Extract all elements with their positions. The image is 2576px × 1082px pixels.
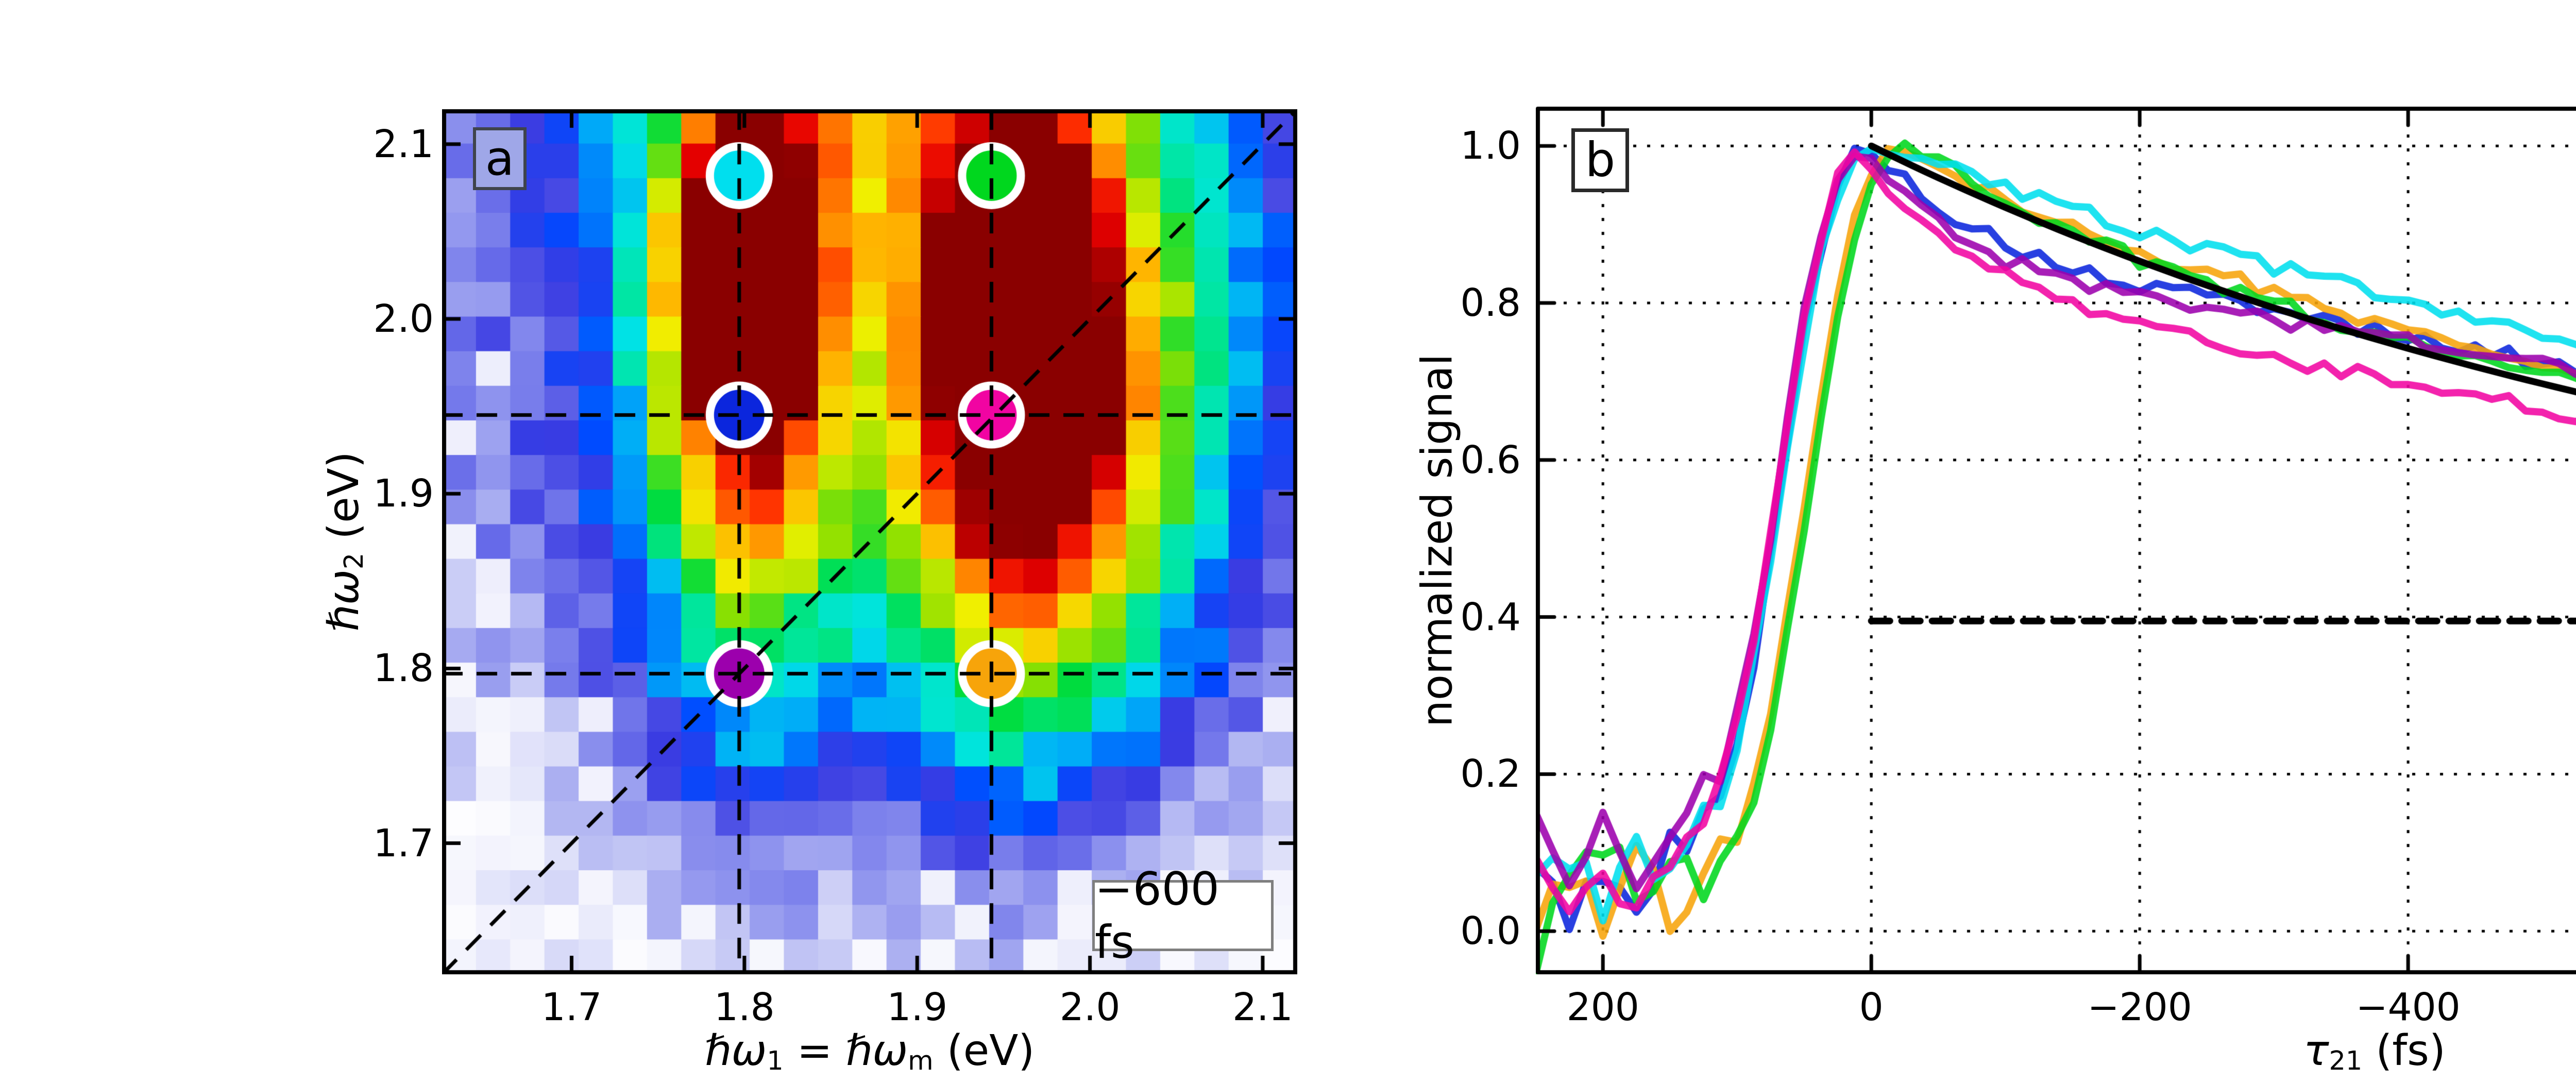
- panel-a-xlabel-unit: (eV): [933, 1026, 1035, 1075]
- panel-a-y-tick-1.9: 1.9: [373, 471, 434, 516]
- timestamp-label: −600 fs: [1095, 863, 1219, 969]
- panel-a-letter-box: a: [473, 127, 527, 190]
- panel-a-x-tick-1.8: 1.8: [714, 985, 775, 1029]
- panel-b-xlabel-unit: (fs): [2362, 1026, 2446, 1075]
- panel-a-y-axis-label: ℏω2 (eV): [319, 451, 369, 632]
- panel-b-xlabel-sub: 21: [2329, 1045, 2363, 1076]
- panel-a-x-tick-2.1: 2.1: [1232, 985, 1293, 1029]
- panel-b-xlabel-math: τ: [2303, 1026, 2329, 1075]
- panel-b-y-tick-0.6: 0.6: [1460, 437, 1521, 482]
- panel-a-xlabel-eq: =: [783, 1026, 846, 1075]
- panel-b-y-tick-0.8: 0.8: [1460, 280, 1521, 325]
- panel-a-y-tick-2.1: 2.1: [373, 122, 434, 166]
- panel-b-ylabel-text: normalized signal: [1413, 353, 1462, 728]
- panel-a-ylabel-math: ℏω: [319, 569, 368, 632]
- panel-a-y-tick-2.0: 2.0: [373, 297, 434, 342]
- panel-b-letter-box: b: [1571, 128, 1629, 192]
- panel-a-x-tick-1.9: 1.9: [887, 985, 948, 1029]
- panel-b-y-axis-label: normalized signal: [1413, 354, 1462, 727]
- panel-b-y-tick-0.0: 0.0: [1460, 909, 1521, 954]
- panel-b-letter: b: [1585, 132, 1616, 188]
- panel-a-y-tick-1.8: 1.8: [373, 646, 434, 691]
- panel-a-ylabel-unit: (eV): [319, 451, 368, 553]
- panel-a-ylabel-sub: 2: [338, 552, 369, 570]
- panel-a-xlabel-math2: ℏω: [845, 1026, 908, 1075]
- panel-a-y-tick-1.7: 1.7: [373, 821, 434, 866]
- panel-b-x-tick-−400: −400: [2355, 985, 2461, 1029]
- panel-a-plot-canvas: [442, 109, 1297, 974]
- panel-b-x-tick-200: 200: [1566, 985, 1639, 1029]
- panel-a-x-axis-label: ℏω1 = ℏωm (eV): [705, 1026, 1035, 1076]
- timestamp-annotation-box: −600 fs: [1092, 863, 1274, 969]
- panel-b-plot-canvas: [1536, 107, 2576, 974]
- panel-a-xlabel-sub1: 1: [767, 1045, 784, 1076]
- panel-b-x-tick-0: 0: [1859, 985, 1884, 1029]
- panel-b-y-tick-0.2: 0.2: [1460, 752, 1521, 797]
- panel-b-x-tick-−200: −200: [2087, 985, 2192, 1029]
- panel-a-xlabel-sub2: m: [908, 1045, 934, 1076]
- panel-b-y-tick-1.0: 1.0: [1460, 124, 1521, 168]
- panel-b-y-tick-0.4: 0.4: [1460, 595, 1521, 639]
- panel-a-x-tick-2.0: 2.0: [1059, 985, 1121, 1029]
- panel-a-x-tick-1.7: 1.7: [541, 985, 602, 1029]
- panel-a-xlabel-math1: ℏω: [704, 1026, 767, 1075]
- panel-b-x-axis-label: τ21 (fs): [2303, 1026, 2446, 1076]
- panel-a-letter: a: [485, 131, 515, 186]
